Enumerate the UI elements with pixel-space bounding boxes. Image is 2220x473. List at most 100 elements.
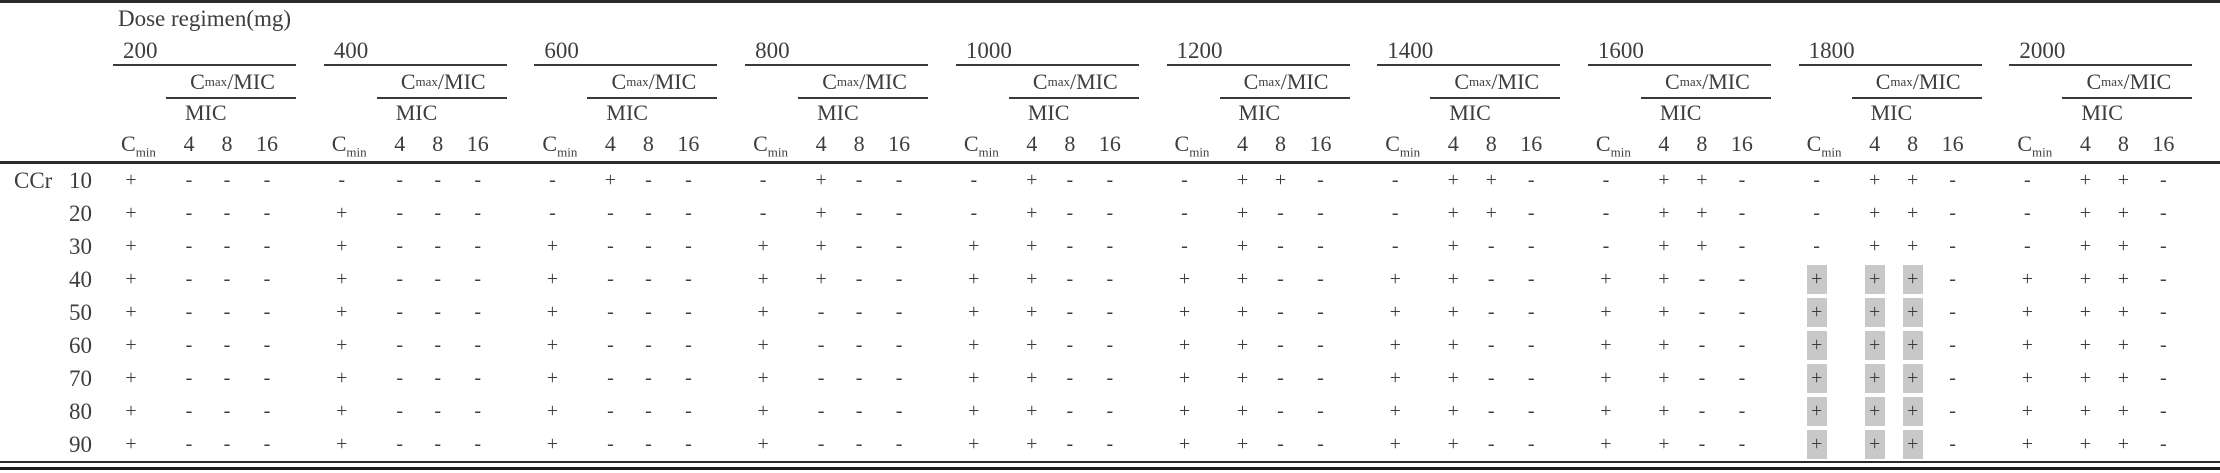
dose-label: 1600 [1597, 38, 1644, 63]
target-not-attained-symbol: - [396, 367, 404, 389]
cell-ccr60-dose400-16: - [456, 331, 500, 360]
target-not-attained-symbol: - [1487, 235, 1495, 257]
cell-ccr60-dose1600-cmin: + [1588, 331, 1644, 360]
target-not-attained-symbol: - [1391, 202, 1399, 224]
dose-group-1200-cells: + + - - [1167, 331, 1378, 360]
dose-group-1600-cells: + + - - [1588, 298, 1799, 327]
cell-ccr70-dose2000-cmin: + [2009, 364, 2065, 393]
cell-ccr80-dose2000-cmin: + [2009, 397, 2065, 426]
target-attained-symbol: + [546, 301, 559, 323]
target-not-attained-symbol: - [474, 268, 482, 290]
target-not-attained-symbol: - [396, 301, 404, 323]
target-not-attained-symbol: - [2159, 433, 2167, 455]
target-not-attained-symbol: - [434, 169, 442, 191]
cell-ccr20-dose1400-16: - [1509, 199, 1553, 228]
target-not-attained-symbol: - [1106, 268, 1114, 290]
cell-ccr60-dose2000-16: - [2141, 331, 2185, 360]
ccr-value-label: 20 [69, 200, 92, 226]
cell-ccr70-dose1000-8: - [1052, 364, 1088, 393]
cell-ccr90-dose600-16: - [666, 430, 710, 459]
cell-ccr10-dose400-16: - [456, 166, 500, 195]
cell-ccr50-dose800-4: - [801, 298, 841, 327]
target-attained-symbol: + [1696, 235, 1708, 257]
cell-ccr30-dose600-4: - [590, 232, 630, 261]
target-attained-symbol: + [1868, 235, 1881, 257]
dose-group-1800-cells: - + + - [1799, 166, 2010, 195]
cell-ccr40-dose400-8: - [420, 265, 456, 294]
target-not-attained-symbol: - [1106, 367, 1114, 389]
target-not-attained-symbol: - [817, 433, 825, 455]
mic-label: MIC [606, 100, 648, 125]
target-attained-symbol: + [1447, 169, 1459, 191]
cell-ccr60-dose1200-8: - [1263, 331, 1299, 360]
target-not-attained-symbol: - [474, 301, 482, 323]
target-not-attained-symbol: - [685, 334, 692, 356]
cell-ccr20-dose1800-8: + [1895, 199, 1931, 228]
cell-ccr50-dose2000-8: + [2105, 298, 2141, 327]
cell-ccr30-dose800-4: + [801, 232, 841, 261]
dose-label: 1000 [965, 38, 1012, 63]
cell-ccr80-dose1400-16: - [1509, 397, 1553, 426]
dose-group-1400-cells: - + - - [1377, 232, 1588, 261]
target-attained-symbol: + [1236, 268, 1249, 290]
target-not-attained-symbol: - [185, 433, 193, 455]
target-not-attained-symbol: - [895, 400, 903, 422]
target-not-attained-symbol: - [2159, 169, 2167, 191]
target-not-attained-symbol: - [1066, 235, 1074, 257]
mic-4-column-header: 4 [394, 131, 406, 156]
cmin-column-header: Cmin [963, 131, 999, 160]
cell-ccr80-dose1000-cmin: + [956, 397, 1012, 426]
target-not-attained-symbol: - [1317, 334, 1324, 356]
target-not-attained-symbol: - [895, 334, 903, 356]
target-not-attained-symbol: - [185, 235, 193, 257]
cell-ccr90-dose1400-4: + [1433, 430, 1473, 459]
mic-label: MIC [1449, 100, 1491, 125]
cell-ccr90-dose2000-8: + [2105, 430, 2141, 459]
target-attained-symbol: + [2021, 268, 2033, 290]
target-not-attained-symbol: - [1813, 169, 1820, 191]
cmax-mic-underline [1008, 97, 1139, 99]
cell-ccr60-dose1800-16: - [1931, 331, 1975, 360]
cell-ccr60-dose1000-8: - [1052, 331, 1088, 360]
cell-ccr40-dose800-4: + [801, 265, 841, 294]
target-attained-symbol: + [1600, 400, 1612, 422]
target-not-attained-symbol: - [1066, 169, 1074, 191]
target-not-attained-symbol: - [263, 301, 271, 323]
cell-ccr80-dose1400-4: + [1433, 397, 1473, 426]
target-attained-symbol: + [1236, 433, 1249, 455]
mic-8-column-header: 8 [1485, 131, 1497, 156]
mic-16-column-header: 16 [1098, 131, 1121, 156]
target-attained-symbol: + [2079, 400, 2091, 422]
cell-ccr10-dose1000-8: - [1052, 166, 1088, 195]
target-not-attained-symbol: - [1106, 202, 1114, 224]
highlighted-target-attained-symbol: + [1902, 430, 1923, 459]
cell-ccr60-dose1400-16: - [1509, 331, 1553, 360]
cell-ccr50-dose1600-4: + [1644, 298, 1684, 327]
dose-group-1600-cells: - + + - [1588, 232, 1799, 261]
target-not-attained-symbol: - [1738, 334, 1746, 356]
target-attained-symbol: + [1178, 400, 1191, 422]
target-not-attained-symbol: - [1317, 400, 1324, 422]
target-not-attained-symbol: - [1066, 268, 1074, 290]
cell-ccr80-dose200-4: - [169, 397, 209, 426]
cell-ccr20-dose200-8: - [209, 199, 245, 228]
cell-ccr30-dose1800-16: - [1931, 232, 1975, 261]
target-attained-symbol: + [2079, 169, 2091, 191]
target-not-attained-symbol: - [970, 169, 978, 191]
target-not-attained-symbol: - [1487, 268, 1495, 290]
target-attained-symbol: + [1485, 202, 1497, 224]
cell-ccr90-dose1000-cmin: + [956, 430, 1012, 459]
cell-ccr90-dose200-4: - [169, 430, 209, 459]
target-attained-symbol: + [2117, 301, 2129, 323]
row-dose-groups: + - - - + - - - + - - - + - - - + + - - + + - - + + - - + + - - + + + - + + + - [113, 298, 2220, 327]
mic-4-column-header: 4 [1026, 131, 1038, 156]
highlighted-target-attained-symbol: + [1902, 298, 1923, 327]
dose-group-1800-cells: + + + - [1799, 397, 2010, 426]
cmax-mic-underline [376, 97, 507, 99]
target-not-attained-symbol: - [1527, 433, 1535, 455]
target-not-attained-symbol: - [434, 400, 442, 422]
